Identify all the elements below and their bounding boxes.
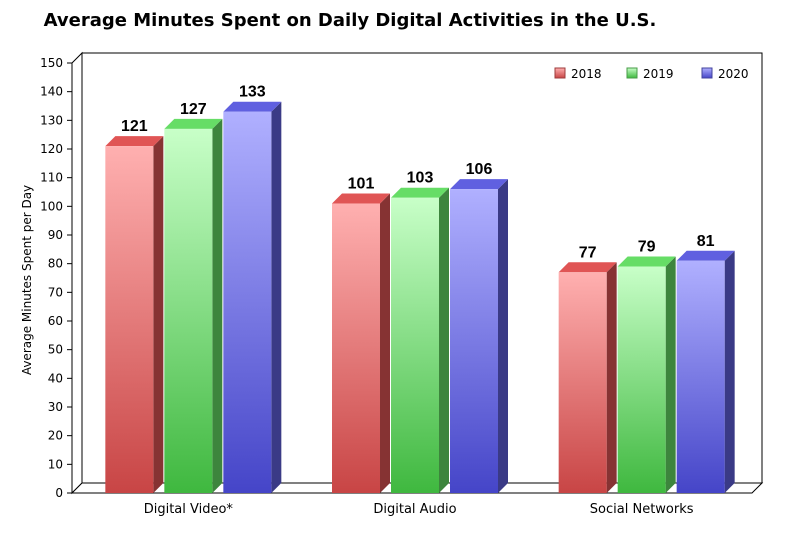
bar xyxy=(391,187,449,493)
legend-label: 2018 xyxy=(571,67,602,81)
y-tick-label: 140 xyxy=(40,85,63,99)
bar-top xyxy=(105,136,164,147)
y-tick-label: 100 xyxy=(40,199,63,213)
bar xyxy=(332,193,390,493)
bar-front xyxy=(676,260,725,493)
y-tick-label: 110 xyxy=(40,171,63,185)
bar-value-label: 133 xyxy=(239,84,266,101)
chart-title: Average Minutes Spent on Daily Digital A… xyxy=(43,10,657,31)
bar-front xyxy=(617,266,666,493)
x-category-label: Digital Audio xyxy=(373,502,456,517)
y-tick-label: 10 xyxy=(48,457,63,471)
bar xyxy=(617,256,676,493)
bar-side xyxy=(439,187,449,493)
bar-side xyxy=(724,250,735,493)
y-axis-label: Average Minutes Spent per Day xyxy=(20,185,34,375)
bar xyxy=(558,262,617,493)
y-tick-label: 70 xyxy=(48,285,63,299)
legend: 2018 2019 2020 xyxy=(554,67,749,81)
legend-label: 2019 xyxy=(643,67,674,81)
bar-value-label: 81 xyxy=(697,233,715,250)
bar-side xyxy=(498,179,508,493)
y-tick-label: 20 xyxy=(48,429,63,443)
bar-side xyxy=(153,136,164,493)
bar-front xyxy=(558,272,607,493)
bar-front xyxy=(450,189,498,493)
bar-side xyxy=(606,262,617,493)
bar-value-label: 77 xyxy=(579,244,597,261)
y-tick-label: 30 xyxy=(48,400,63,414)
legend-item: 2018 xyxy=(554,67,602,81)
bar-value-label: 127 xyxy=(180,101,207,118)
legend-item: 2019 xyxy=(626,67,674,81)
plot-left-wall xyxy=(71,51,83,495)
y-tick-label: 130 xyxy=(40,113,63,127)
legend-label: 2020 xyxy=(718,67,749,81)
x-category-label: Social Networks xyxy=(590,502,694,517)
y-tick-label: 0 xyxy=(55,486,63,500)
bar-side xyxy=(380,193,390,493)
bar-side xyxy=(665,256,676,493)
legend-swatch xyxy=(626,67,638,79)
bar-front xyxy=(332,203,380,493)
legend-swatch xyxy=(554,67,566,79)
y-tick-label: 80 xyxy=(48,257,63,271)
y-tick-label: 120 xyxy=(40,142,63,156)
bar-top xyxy=(164,118,223,129)
y-tick-label: 90 xyxy=(48,228,63,242)
legend-swatch xyxy=(701,67,713,79)
bar-top xyxy=(332,193,390,204)
legend-item: 2020 xyxy=(701,67,749,81)
bar-value-label: 121 xyxy=(121,118,148,135)
bar xyxy=(105,136,164,493)
bar xyxy=(676,250,735,493)
bar-front xyxy=(105,146,154,493)
x-category-label: Digital Video* xyxy=(144,502,234,517)
bar xyxy=(164,118,223,493)
bar-top xyxy=(450,179,508,190)
bar-front xyxy=(164,128,213,493)
bar-value-label: 106 xyxy=(466,161,493,178)
bar xyxy=(450,179,508,493)
bar-value-label: 79 xyxy=(638,239,656,256)
bar-top xyxy=(558,262,617,273)
y-tick-label: 40 xyxy=(48,371,63,385)
bar-front xyxy=(223,111,272,493)
bar-value-label: 103 xyxy=(407,170,434,187)
bar xyxy=(223,101,282,493)
y-tick-label: 150 xyxy=(40,56,63,70)
y-tick-label: 60 xyxy=(48,314,63,328)
bar-top xyxy=(223,101,282,112)
bar-value-label: 101 xyxy=(348,175,375,192)
y-tick-label: 50 xyxy=(48,343,63,357)
bar-top xyxy=(617,256,676,267)
bar-top xyxy=(391,187,449,198)
bar-front xyxy=(391,197,439,493)
bar-side xyxy=(212,118,223,493)
bar-top xyxy=(676,250,735,261)
bar-side xyxy=(271,101,282,493)
